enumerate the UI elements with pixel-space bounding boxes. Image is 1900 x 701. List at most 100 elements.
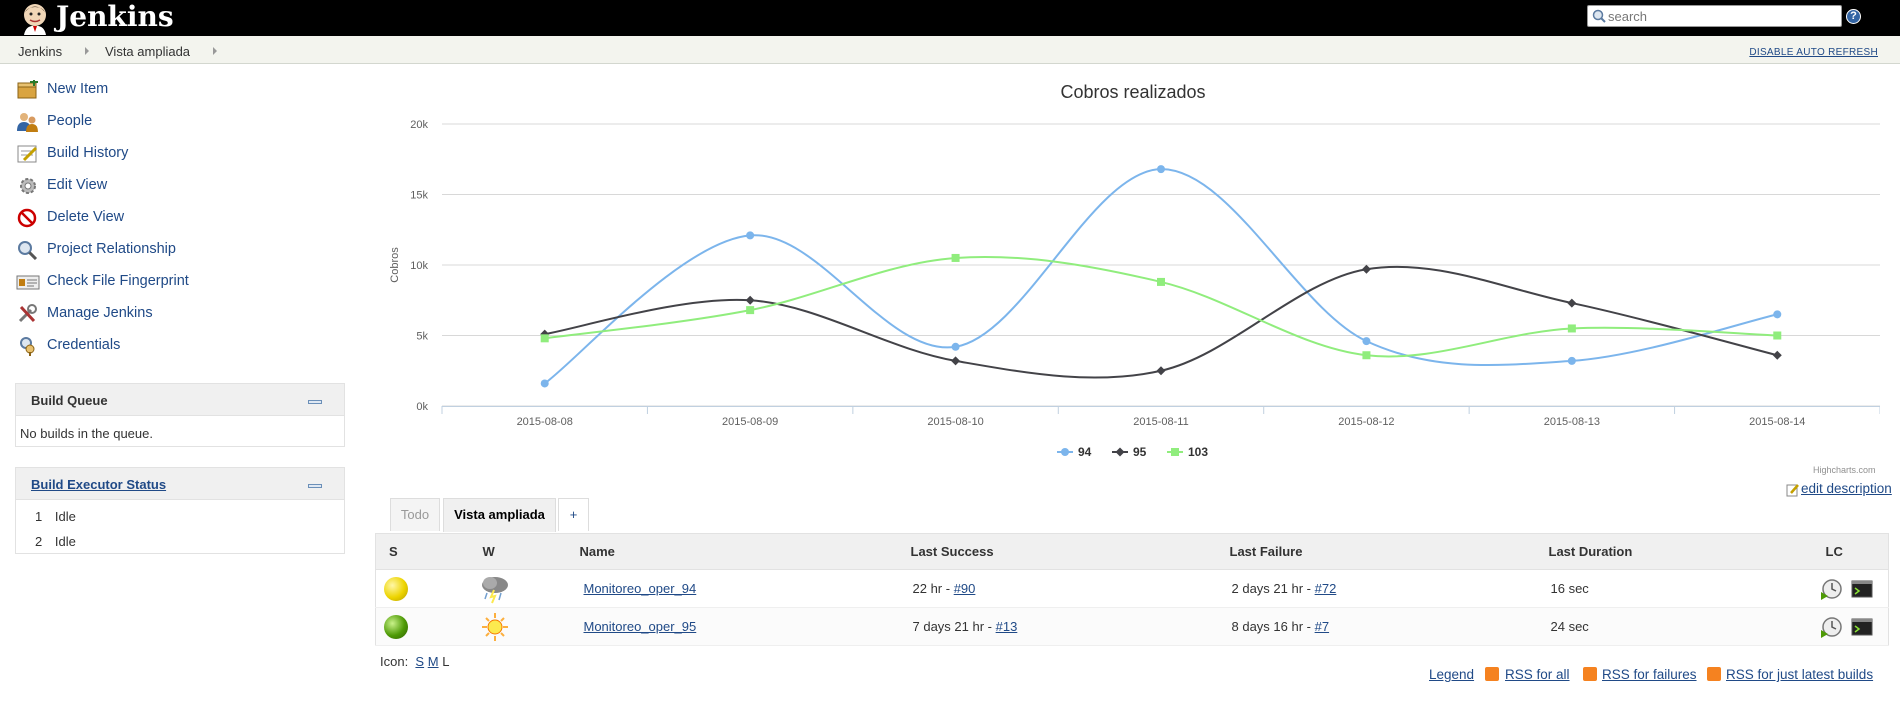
schedule-build-icon[interactable] [1820, 616, 1842, 638]
legend-link[interactable]: Legend [1429, 667, 1475, 682]
column-header-lc[interactable]: LC [1757, 533, 1889, 570]
collapse-icon[interactable] [308, 400, 322, 404]
last-success-time: 22 hr - [912, 581, 954, 596]
tab-vista-ampliada[interactable]: Vista ampliada [443, 498, 556, 532]
icon-size-large-current: L [442, 654, 450, 669]
rss-icon[interactable] [1707, 667, 1721, 681]
edit-description-link[interactable]: edit description [1801, 481, 1892, 496]
help-icon[interactable]: ? [1846, 9, 1861, 24]
job-link[interactable]: Monitoreo_oper_94 [583, 581, 697, 596]
build-link[interactable]: #90 [953, 581, 976, 596]
fingerprint-icon [16, 275, 40, 290]
icon-size-label: Icon: [380, 654, 409, 669]
data-point-103 [1567, 324, 1576, 333]
disable-auto-refresh-link[interactable]: DISABLE AUTO REFRESH [1749, 47, 1878, 58]
data-point-95 [951, 356, 961, 366]
column-header-status[interactable]: S [375, 533, 472, 570]
last-success-cell: 22 hr - #90 [899, 569, 1219, 608]
column-header-last-duration[interactable]: Last Duration [1537, 533, 1758, 570]
executor-status: Idle [54, 509, 76, 524]
rss-all-link[interactable]: RSS for all [1505, 667, 1570, 682]
build-link[interactable]: #7 [1314, 619, 1330, 634]
task-label[interactable]: New Item [47, 81, 109, 97]
executor-status: Idle [54, 534, 76, 549]
executor-status-header: Build Executor Status [16, 468, 344, 500]
build-link[interactable]: #13 [995, 619, 1018, 634]
thunderstorm-icon[interactable] [479, 574, 511, 604]
icon-size-small-link[interactable]: S [415, 654, 425, 669]
legend-item-95: 95 [1133, 445, 1147, 459]
projects-table: S W Name Last Success Last Failure Last … [375, 533, 1889, 646]
column-header-weather[interactable]: W [471, 533, 569, 570]
breadcrumb-arrow-icon[interactable] [85, 47, 89, 55]
column-header-last-success[interactable]: Last Success [899, 533, 1219, 570]
table-row: Monitoreo_oper_95 7 days 21 hr - #13 8 d… [375, 607, 1889, 646]
rss-failures-link[interactable]: RSS for failures [1602, 667, 1697, 682]
build-queue-empty-text: No builds in the queue. [20, 426, 153, 441]
magnifier-icon [18, 241, 38, 260]
edit-icon[interactable] [1786, 483, 1800, 497]
y-axis-title: Cobros [389, 247, 401, 283]
app-title[interactable]: Jenkins [56, 0, 174, 33]
status-cell [375, 569, 472, 608]
task-label[interactable]: Manage Jenkins [47, 305, 153, 321]
schedule-build-icon[interactable] [1820, 578, 1842, 600]
breadcrumb-item-jenkins[interactable]: Jenkins [18, 44, 63, 59]
data-point-103 [1362, 351, 1371, 360]
last-failure-cell: 8 days 16 hr - #7 [1218, 607, 1538, 646]
credentials-icon [20, 337, 35, 356]
task-label[interactable]: Delete View [47, 209, 125, 225]
job-link[interactable]: Monitoreo_oper_95 [583, 619, 697, 634]
jenkins-logo-icon[interactable] [18, 1, 52, 35]
legend-marker-95 [1115, 447, 1125, 457]
build-queue-header: Build Queue [16, 384, 344, 416]
duration-cell: 24 sec [1537, 607, 1758, 646]
tab-add-view[interactable]: + [558, 498, 589, 531]
console-output-icon[interactable] [1851, 578, 1873, 600]
task-label[interactable]: Build History [47, 145, 129, 161]
build-link[interactable]: #72 [1314, 581, 1337, 596]
lc-cell [1757, 569, 1889, 608]
executor-row: 1 Idle [35, 509, 76, 524]
breadcrumb-item-view[interactable]: Vista ampliada [105, 44, 191, 59]
rss-icon[interactable] [1485, 667, 1499, 681]
executor-number: 1 [35, 509, 43, 524]
table-header-row: S W Name Last Success Last Failure Last … [375, 533, 1889, 570]
data-point-95 [1772, 350, 1782, 360]
status-green-ball-icon[interactable] [384, 614, 408, 639]
icon-size-medium-link[interactable]: M [427, 654, 439, 669]
data-point-95 [1361, 264, 1371, 274]
name-cell: Monitoreo_oper_95 [568, 607, 900, 646]
duration-cell: 16 sec [1537, 569, 1758, 608]
column-header-name[interactable]: Name [568, 533, 900, 570]
data-point-95 [745, 295, 755, 305]
breadcrumb-arrow-icon[interactable] [213, 47, 217, 55]
x-tick-label: 2015-08-13 [1544, 416, 1600, 428]
task-label[interactable]: People [47, 113, 93, 129]
rss-icon[interactable] [1583, 667, 1597, 681]
status-yellow-ball-icon[interactable] [384, 576, 408, 601]
chart-credits[interactable]: Highcharts.com [1813, 465, 1876, 475]
collapse-icon[interactable] [308, 484, 322, 488]
task-label[interactable]: Credentials [47, 337, 121, 353]
legend-marker-94 [1061, 448, 1069, 456]
last-success-time: 7 days 21 hr - [912, 619, 996, 634]
gear-icon [20, 178, 36, 194]
data-point-94 [951, 342, 960, 351]
executor-status-pane: Build Executor Status 1 Idle 2 Idle [15, 467, 345, 554]
data-point-95 [1567, 298, 1577, 308]
task-label[interactable]: Edit View [47, 177, 108, 193]
task-label[interactable]: Project Relationship [47, 241, 176, 257]
page-header: Jenkins ? [0, 0, 1900, 36]
task-label[interactable]: Check File Fingerprint [47, 273, 189, 289]
console-output-icon[interactable] [1851, 616, 1873, 638]
executor-status-title-link[interactable]: Build Executor Status [31, 477, 167, 492]
column-header-last-failure[interactable]: Last Failure [1218, 533, 1538, 570]
last-failure-cell: 2 days 21 hr - #72 [1218, 569, 1538, 608]
search-input[interactable] [1608, 7, 1838, 25]
x-tick-label: 2015-08-14 [1749, 416, 1805, 428]
rss-latest-link[interactable]: RSS for just latest builds [1726, 667, 1874, 682]
data-point-94 [1567, 356, 1576, 365]
tab-todo[interactable]: Todo [390, 498, 440, 531]
sunny-icon[interactable] [479, 612, 511, 642]
